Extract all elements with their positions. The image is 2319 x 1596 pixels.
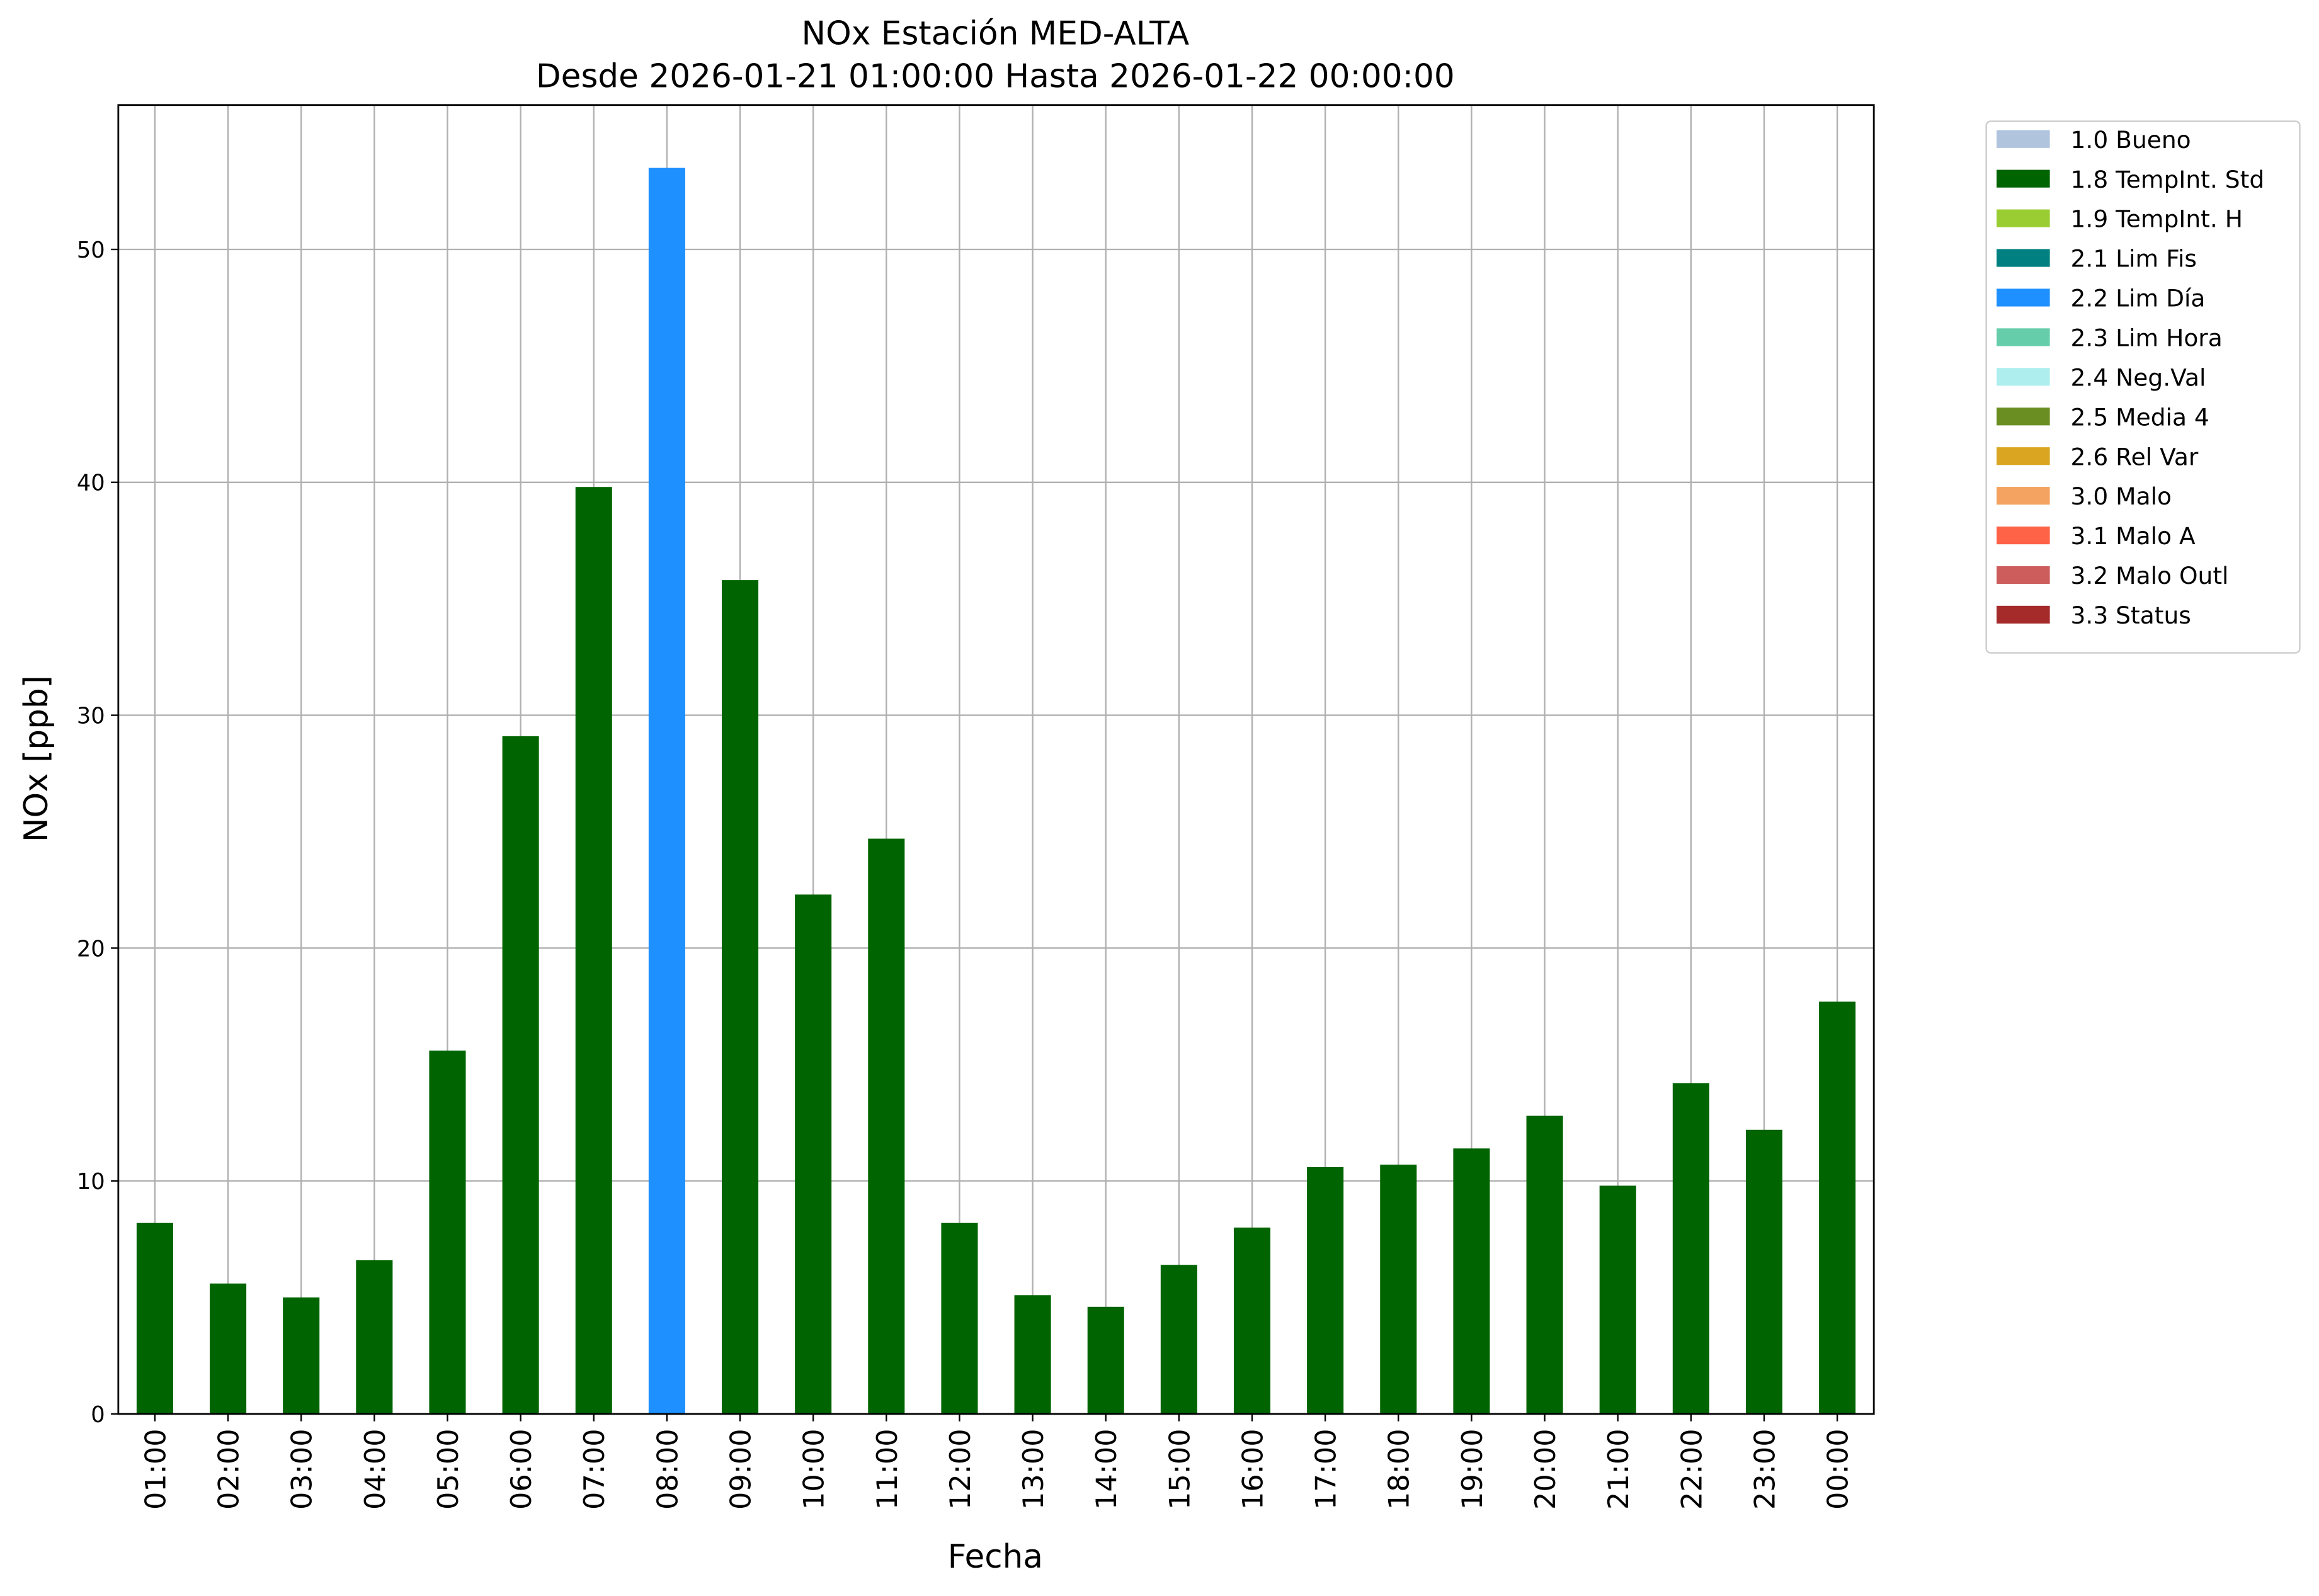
legend-swatch [1997, 526, 2050, 545]
x-tick-label: 14:00 [1090, 1428, 1123, 1510]
bar [868, 838, 905, 1414]
x-tick-label: 17:00 [1310, 1428, 1343, 1510]
x-tick-label: 00:00 [1822, 1428, 1855, 1510]
bar [429, 1051, 466, 1414]
bar [1819, 1001, 1856, 1414]
legend-label: 2.5 Media 4 [2071, 403, 2209, 431]
bar [1160, 1265, 1197, 1414]
y-tick-label: 30 [77, 703, 105, 729]
legend-label: 3.1 Malo A [2071, 522, 2196, 550]
bar [1599, 1185, 1636, 1414]
x-tick-label: 06:00 [505, 1428, 538, 1510]
bar [1307, 1166, 1344, 1414]
bar [795, 894, 832, 1414]
legend-label: 1.9 TempInt. H [2071, 205, 2243, 233]
legend-box [1985, 120, 2301, 654]
x-axis-label: Fecha [948, 1538, 1043, 1576]
bar [941, 1223, 978, 1414]
legend-label: 1.0 Bueno [2071, 126, 2191, 154]
x-tick-label: 10:00 [798, 1428, 831, 1510]
legend-swatch [1997, 368, 2050, 386]
bar [1087, 1306, 1124, 1414]
legend-label: 1.8 TempInt. Std [2071, 166, 2265, 193]
legend-label: 2.6 Rel Var [2071, 443, 2199, 470]
bar [575, 487, 612, 1414]
bar [648, 168, 685, 1414]
y-tick-label: 50 [77, 237, 105, 263]
x-tick-label: 22:00 [1675, 1428, 1708, 1510]
legend-swatch [1997, 566, 2050, 584]
plot-frame [117, 104, 1875, 1415]
y-tick-label: 0 [91, 1402, 105, 1428]
bar [722, 580, 759, 1414]
legend-swatch [1997, 447, 2050, 465]
legend-swatch [1997, 130, 2050, 148]
legend-swatch [1997, 487, 2050, 505]
bar [502, 736, 539, 1414]
x-tick-label: 23:00 [1748, 1428, 1781, 1510]
legend-label: 3.2 Malo Outl [2071, 562, 2229, 590]
chart-subtitle: Desde 2026-01-21 01:00:00 Hasta 2026-01-… [536, 58, 1455, 96]
legend-label: 2.2 Lim Día [2071, 285, 2206, 312]
legend-swatch [1997, 328, 2050, 346]
legend-label: 2.1 Lim Fis [2071, 245, 2197, 273]
x-tick-label: 02:00 [213, 1428, 246, 1510]
x-tick-label: 04:00 [359, 1428, 392, 1510]
bar [136, 1223, 173, 1414]
x-tick-label: 05:00 [432, 1428, 465, 1510]
x-tick-label: 20:00 [1529, 1428, 1562, 1510]
chart-title: NOx Estación MED-ALTA [802, 14, 1190, 52]
bar [1014, 1295, 1051, 1414]
y-tick-label: 40 [77, 470, 105, 496]
bar [356, 1260, 393, 1414]
x-tick-label: 03:00 [286, 1428, 319, 1510]
legend-swatch [1997, 408, 2050, 426]
legend-swatch [1997, 605, 2050, 624]
x-tick-label: 21:00 [1602, 1428, 1635, 1510]
y-tick-label: 10 [77, 1169, 105, 1195]
bar [1526, 1115, 1563, 1414]
x-tick-label: 12:00 [944, 1428, 977, 1510]
legend-swatch [1997, 249, 2050, 267]
x-tick-label: 13:00 [1017, 1428, 1050, 1510]
x-tick-label: 16:00 [1236, 1428, 1269, 1510]
bar [1453, 1148, 1490, 1414]
x-tick-label: 07:00 [578, 1428, 611, 1510]
legend-label: 3.0 Malo [2071, 482, 2172, 510]
legend-swatch [1997, 169, 2050, 188]
x-tick-label: 19:00 [1456, 1428, 1489, 1510]
legend-swatch [1997, 209, 2050, 227]
x-tick-label: 01:00 [139, 1428, 172, 1510]
bar [210, 1283, 247, 1414]
legend-swatch [1997, 288, 2050, 307]
bar [1380, 1165, 1417, 1414]
x-tick-label: 18:00 [1383, 1428, 1416, 1510]
bar [1672, 1083, 1709, 1414]
legend-label: 3.3 Status [2071, 601, 2191, 629]
x-tick-label: 15:00 [1163, 1428, 1196, 1510]
x-tick-label: 09:00 [724, 1428, 757, 1510]
legend-label: 2.4 Neg.Val [2071, 363, 2206, 391]
bar [283, 1297, 320, 1414]
x-tick-label: 08:00 [651, 1428, 684, 1510]
y-tick-label: 20 [77, 936, 105, 962]
legend-label: 2.3 Lim Hora [2071, 324, 2223, 352]
y-axis-label: NOx [ppb] [18, 675, 55, 842]
bar [1233, 1228, 1271, 1414]
x-tick-label: 11:00 [871, 1428, 904, 1510]
bar [1745, 1129, 1783, 1414]
